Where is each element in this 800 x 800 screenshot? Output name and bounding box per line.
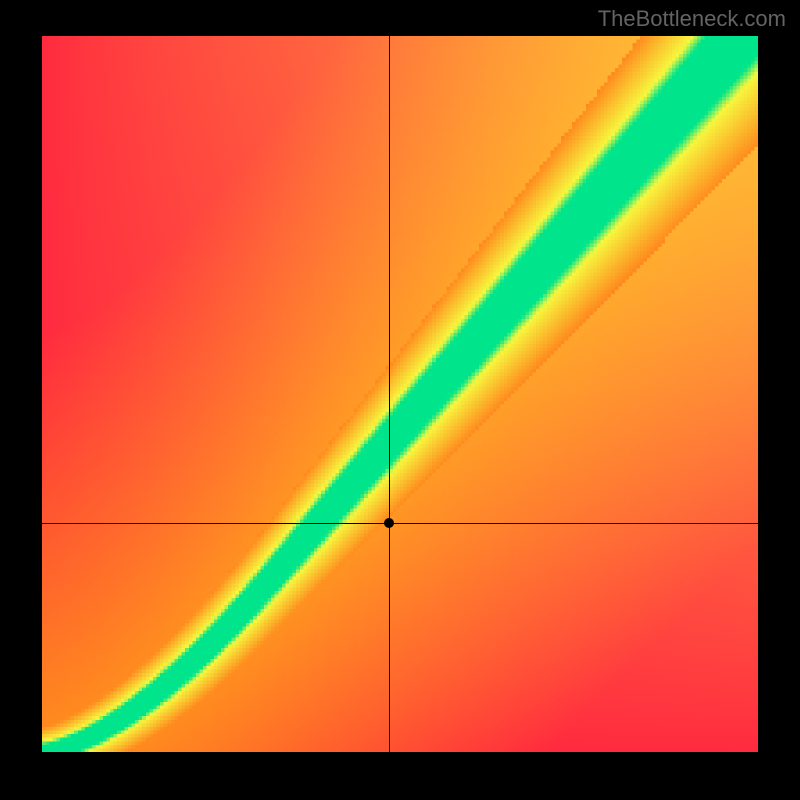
crosshair-horizontal — [42, 523, 758, 524]
watermark-label: TheBottleneck.com — [598, 6, 786, 32]
chart-container: TheBottleneck.com — [0, 0, 800, 800]
heatmap-canvas — [42, 36, 758, 752]
crosshair-vertical — [389, 36, 390, 752]
heatmap-plot — [42, 36, 758, 752]
crosshair-marker — [384, 518, 394, 528]
